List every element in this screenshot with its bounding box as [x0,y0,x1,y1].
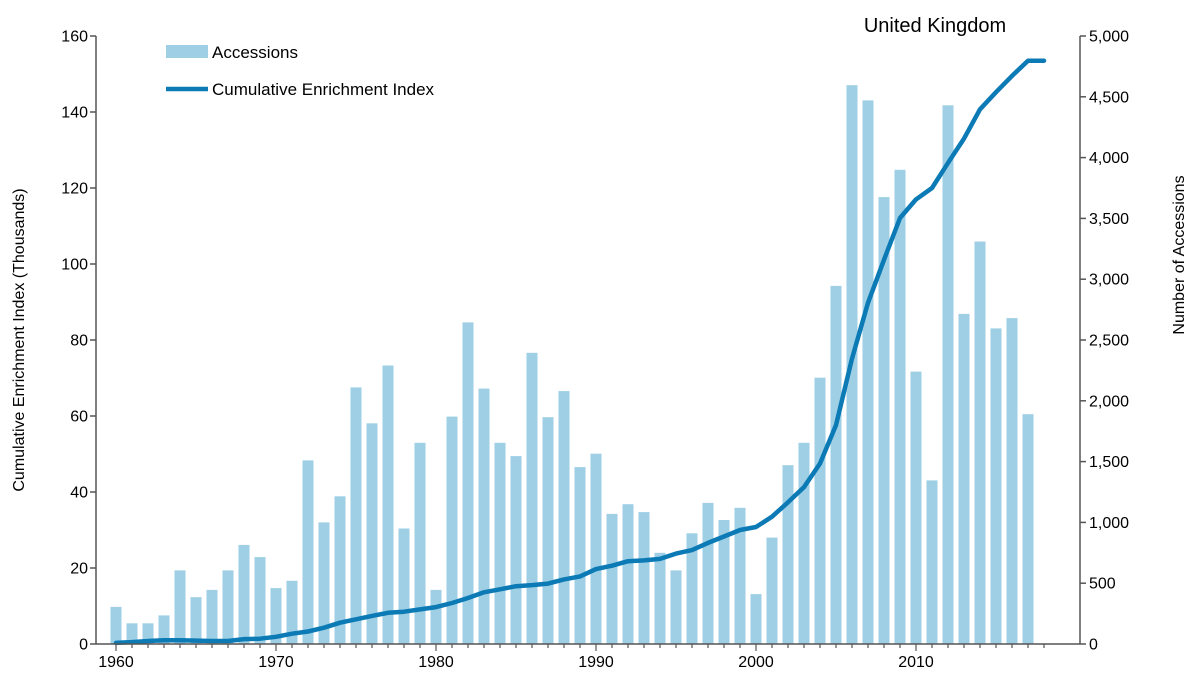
labels-layer: 0 20 40 60 80 100 120 140 160 0 500 1,000 1,500 2,000… [61,29,1129,672]
bar-2015 [990,328,1002,644]
y-left-tick-label: 0 [79,637,88,654]
y-left-axis-title: Cumulative Enrichment Index (Thousands) [11,188,28,491]
y-left-tick-label: 100 [61,257,88,274]
bar-1981 [446,416,458,644]
bar-1996 [686,533,698,644]
bar-1971 [286,580,298,644]
bar-1986 [526,352,538,644]
y-right-tick-label: 3,500 [1089,211,1129,228]
bar-2000 [750,594,762,644]
legend-bar-label: Accessions [212,43,298,62]
bar-2005 [830,285,842,644]
bar-2016 [1006,318,1018,644]
legend-bar-swatch [166,45,208,58]
y-right-tick-label: 1,500 [1089,454,1129,471]
bar-1989 [574,467,586,644]
y-right-tick-label: 4,000 [1089,150,1129,167]
y-right-tick-label: 1,000 [1089,515,1129,532]
bar-1992 [622,504,634,644]
y-left-tick-label: 120 [61,181,88,198]
bar-1998 [718,520,730,644]
y-right-tick-label: 2,500 [1089,333,1129,350]
x-tick-label: 2010 [898,654,934,671]
bar-1974 [334,496,346,644]
bar-1983 [478,388,490,644]
bar-2002 [782,465,794,644]
bar-1965 [190,597,202,644]
y-right-tick-label: 0 [1089,637,1098,654]
y-right-tick-label: 3,000 [1089,272,1129,289]
x-tick-label: 2000 [738,654,774,671]
bar-2001 [766,537,778,644]
bar-1961 [126,623,138,644]
bar-1973 [318,522,330,644]
y-left-tick-label: 40 [70,485,88,502]
y-right-tick-label: 2,000 [1089,393,1129,410]
bars-layer [110,85,1034,645]
y-right-tick-label: 500 [1089,576,1116,593]
bar-2008 [878,197,890,644]
bar-1990 [590,453,602,644]
bar-1991 [606,513,618,644]
bar-1997 [702,502,714,644]
bar-1994 [654,552,666,644]
bar-2007 [862,100,874,644]
bar-1964 [174,570,186,644]
legend: Accessions Cumulative Enrichment Index [166,43,435,99]
bar-1975 [350,387,362,644]
bar-1962 [142,623,154,644]
bar-1977 [382,365,394,644]
bar-1987 [542,417,554,644]
legend-line-label: Cumulative Enrichment Index [212,80,435,99]
bar-2009 [894,169,906,645]
bar-1984 [494,442,506,644]
y-right-tick-label: 4,500 [1089,89,1129,106]
bar-2013 [958,313,970,644]
x-tick-label: 1990 [578,654,614,671]
bar-1960 [110,606,122,644]
y-left-tick-label: 80 [70,333,88,350]
cumulative-enrichment-line [113,58,1047,646]
x-tick-label: 1970 [258,654,294,671]
y-right-tick-label: 5,000 [1089,29,1129,46]
bar-1968 [238,544,250,644]
bar-1982 [462,322,474,644]
bar-1985 [510,456,522,644]
bar-1966 [206,589,218,644]
bar-1967 [222,570,234,644]
bar-1970 [270,588,282,644]
bar-2003 [798,442,810,644]
bar-2014 [974,241,986,644]
y-left-tick-label: 20 [70,561,88,578]
bar-1980 [430,589,442,644]
bar-1963 [158,615,170,644]
bar-2010 [910,371,922,644]
x-tick-label: 1980 [418,654,454,671]
y-right-axis-title: Number of Accessions [1171,175,1188,334]
bar-2017 [1022,414,1034,644]
bar-1988 [558,391,570,644]
bar-2004 [814,377,826,644]
bar-2012 [942,105,954,645]
bar-1969 [254,557,266,644]
bar-2011 [926,480,938,644]
chart-title: United Kingdom [864,15,1006,37]
bar-1972 [302,460,314,644]
line-layer [113,58,1047,646]
x-tick-label: 1960 [98,654,134,671]
axes-layer [90,35,1086,651]
bar-1999 [734,507,746,644]
bar-1976 [366,423,378,644]
y-left-tick-label: 140 [61,105,88,122]
y-left-tick-label: 60 [70,409,88,426]
bar-1995 [670,570,682,644]
y-left-tick-label: 160 [61,29,88,46]
bar-1978 [398,528,410,644]
bar-1979 [414,442,426,644]
bar-1993 [638,512,650,644]
